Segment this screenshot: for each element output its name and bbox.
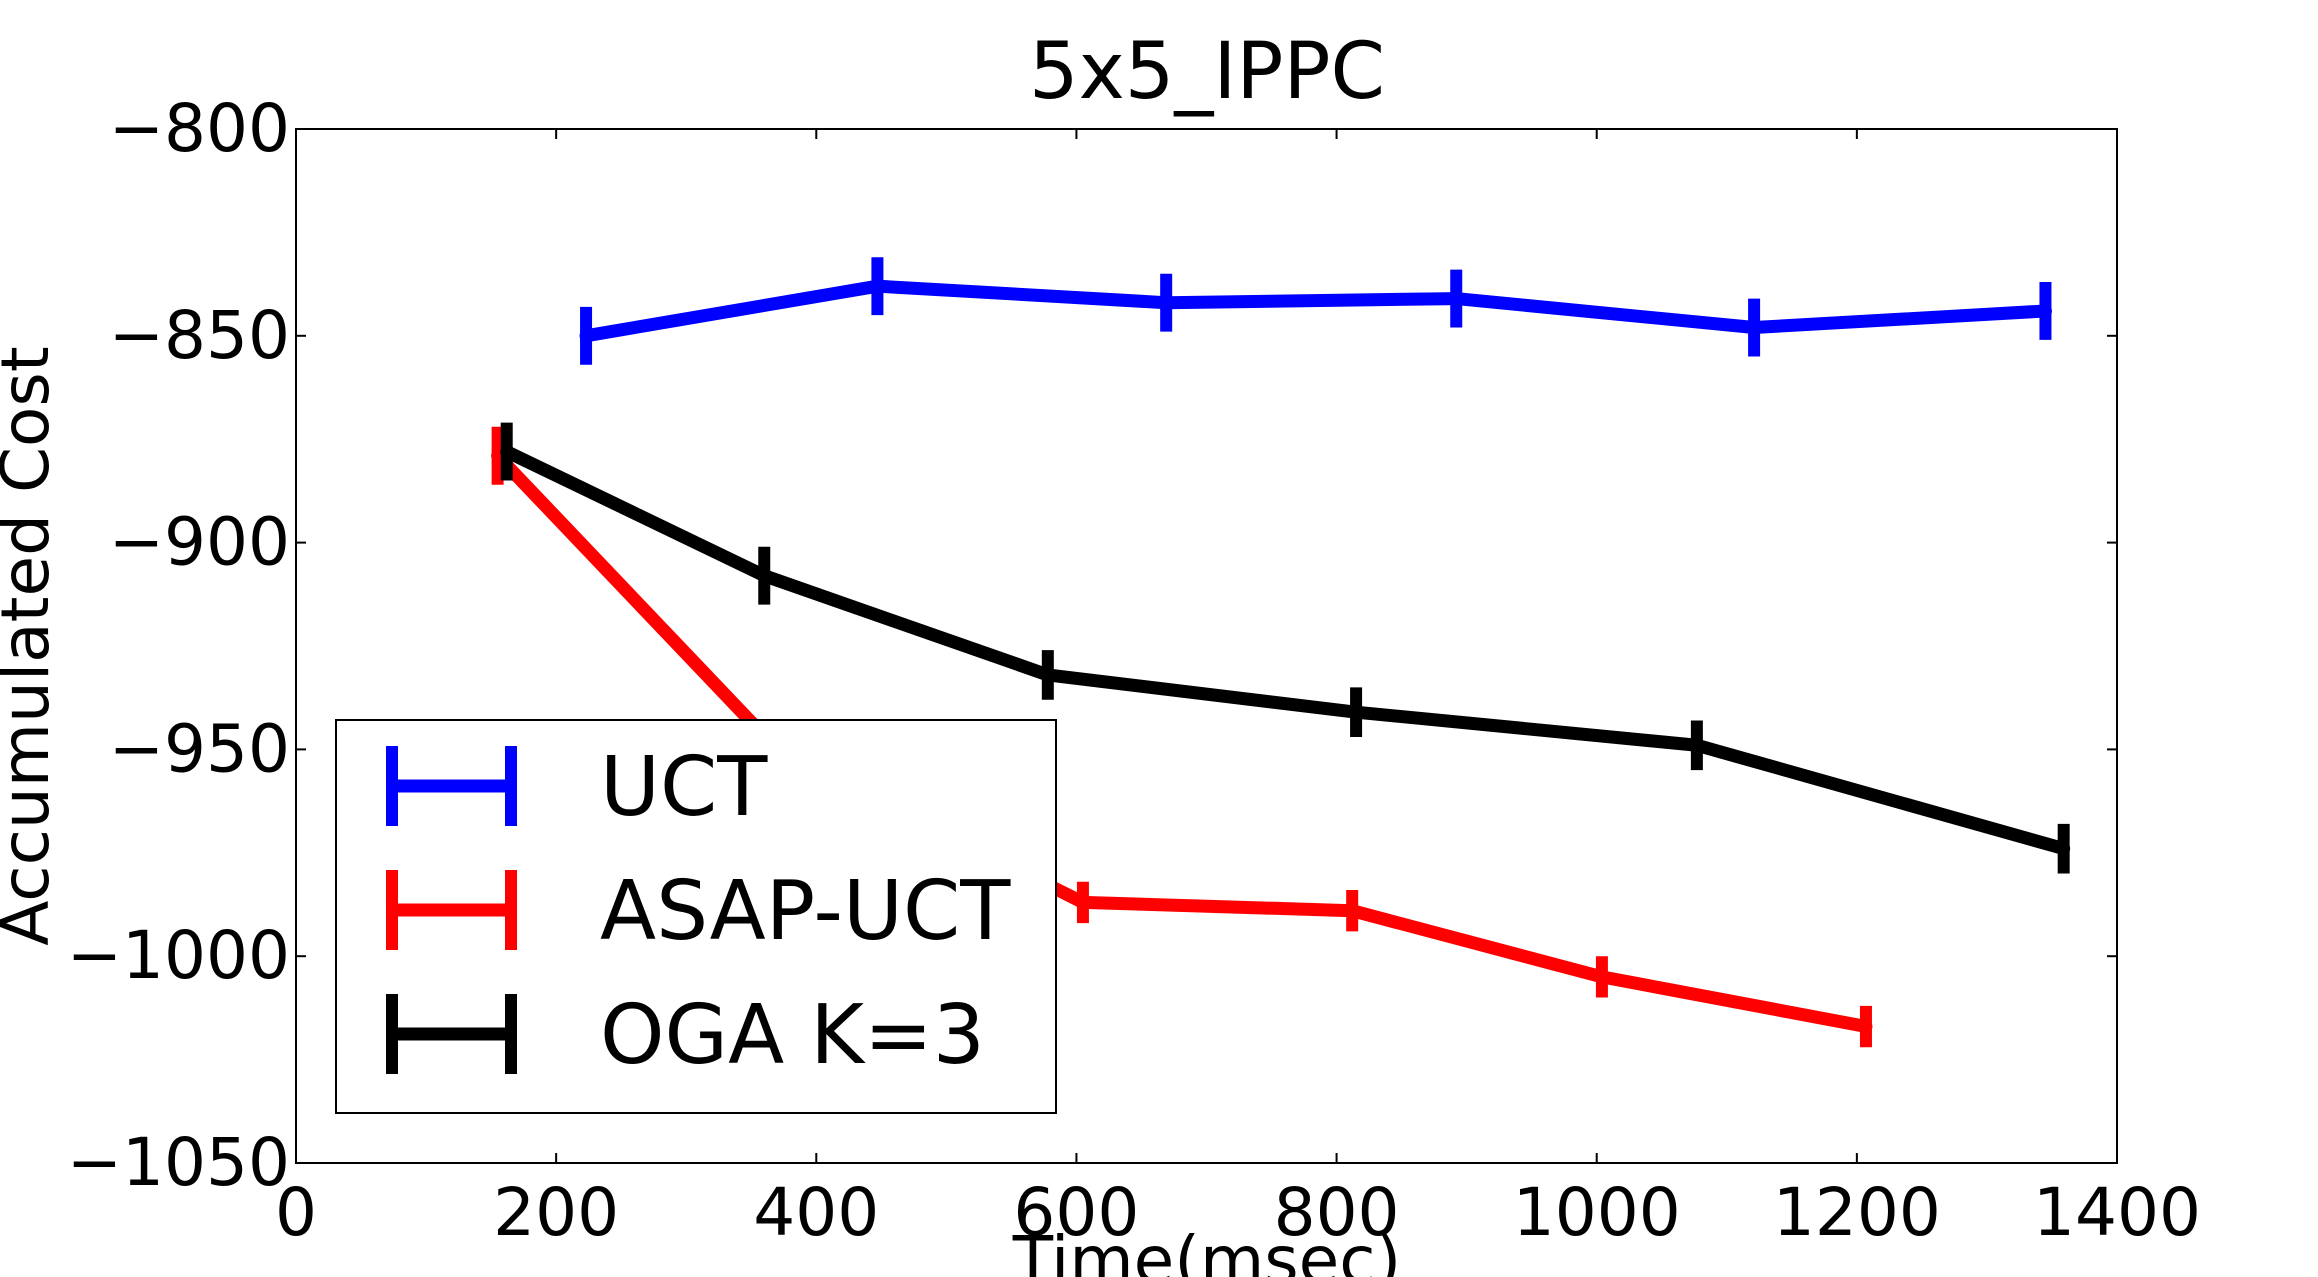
legend-label: ASAP-UCT bbox=[600, 864, 1011, 959]
y-axis-label: Accumulated Cost bbox=[0, 346, 64, 945]
y-tick-label: −1000 bbox=[67, 917, 290, 994]
data-point bbox=[1747, 321, 1761, 335]
x-tick-label: 800 bbox=[1274, 1174, 1400, 1251]
legend-entry: ASAP-UCT bbox=[386, 864, 1011, 959]
data-point bbox=[579, 329, 593, 343]
data-point bbox=[757, 569, 771, 583]
data-point bbox=[1690, 738, 1704, 752]
x-tick-label: 1200 bbox=[1773, 1174, 1941, 1251]
x-tick-label: 1400 bbox=[2033, 1174, 2201, 1251]
legend-label: OGA K=3 bbox=[600, 988, 985, 1083]
data-point bbox=[1041, 668, 1055, 682]
legend-entry: OGA K=3 bbox=[386, 988, 985, 1083]
x-tick-label: 200 bbox=[493, 1174, 619, 1251]
legend-entry: UCT bbox=[386, 740, 768, 835]
chart-title: 5x5_IPPC bbox=[1029, 27, 1385, 117]
y-tick-label: −850 bbox=[109, 297, 290, 374]
data-point bbox=[1859, 1020, 1873, 1034]
y-tick-label: −950 bbox=[109, 710, 290, 787]
data-point bbox=[1076, 895, 1090, 909]
y-tick-label: −900 bbox=[109, 504, 290, 581]
legend-label: UCT bbox=[600, 740, 768, 835]
x-tick-label: 400 bbox=[753, 1174, 879, 1251]
data-point bbox=[2057, 842, 2071, 856]
y-tick-label: −800 bbox=[109, 90, 290, 167]
data-point bbox=[1595, 970, 1609, 984]
data-point bbox=[1449, 292, 1463, 306]
series-line bbox=[584, 279, 2046, 343]
series-2 bbox=[500, 422, 2071, 874]
series-line bbox=[492, 451, 1868, 1033]
x-axis-label: Time(msec) bbox=[1012, 1222, 1402, 1277]
data-point bbox=[2038, 304, 2052, 318]
data-point bbox=[1159, 296, 1173, 310]
series-line bbox=[503, 445, 2066, 855]
legend: UCT ASAP-UCT OGA K=3 bbox=[335, 719, 1057, 1114]
tick-layer: 0 200 400 600 800 1000 1200 1400 −800 −850 −900 −95… bbox=[67, 90, 2201, 1251]
plot-frame bbox=[295, 128, 2118, 1164]
y-tick-label: −1050 bbox=[67, 1124, 290, 1201]
data-point bbox=[870, 279, 884, 293]
series-0 bbox=[579, 257, 2052, 365]
x-tick-label: 1000 bbox=[1513, 1174, 1681, 1251]
data-point bbox=[1345, 904, 1359, 918]
data-point bbox=[500, 445, 514, 459]
data-point bbox=[1349, 705, 1363, 719]
x-tick-label: 0 bbox=[275, 1174, 317, 1251]
x-tick-label: 600 bbox=[1013, 1174, 1139, 1251]
